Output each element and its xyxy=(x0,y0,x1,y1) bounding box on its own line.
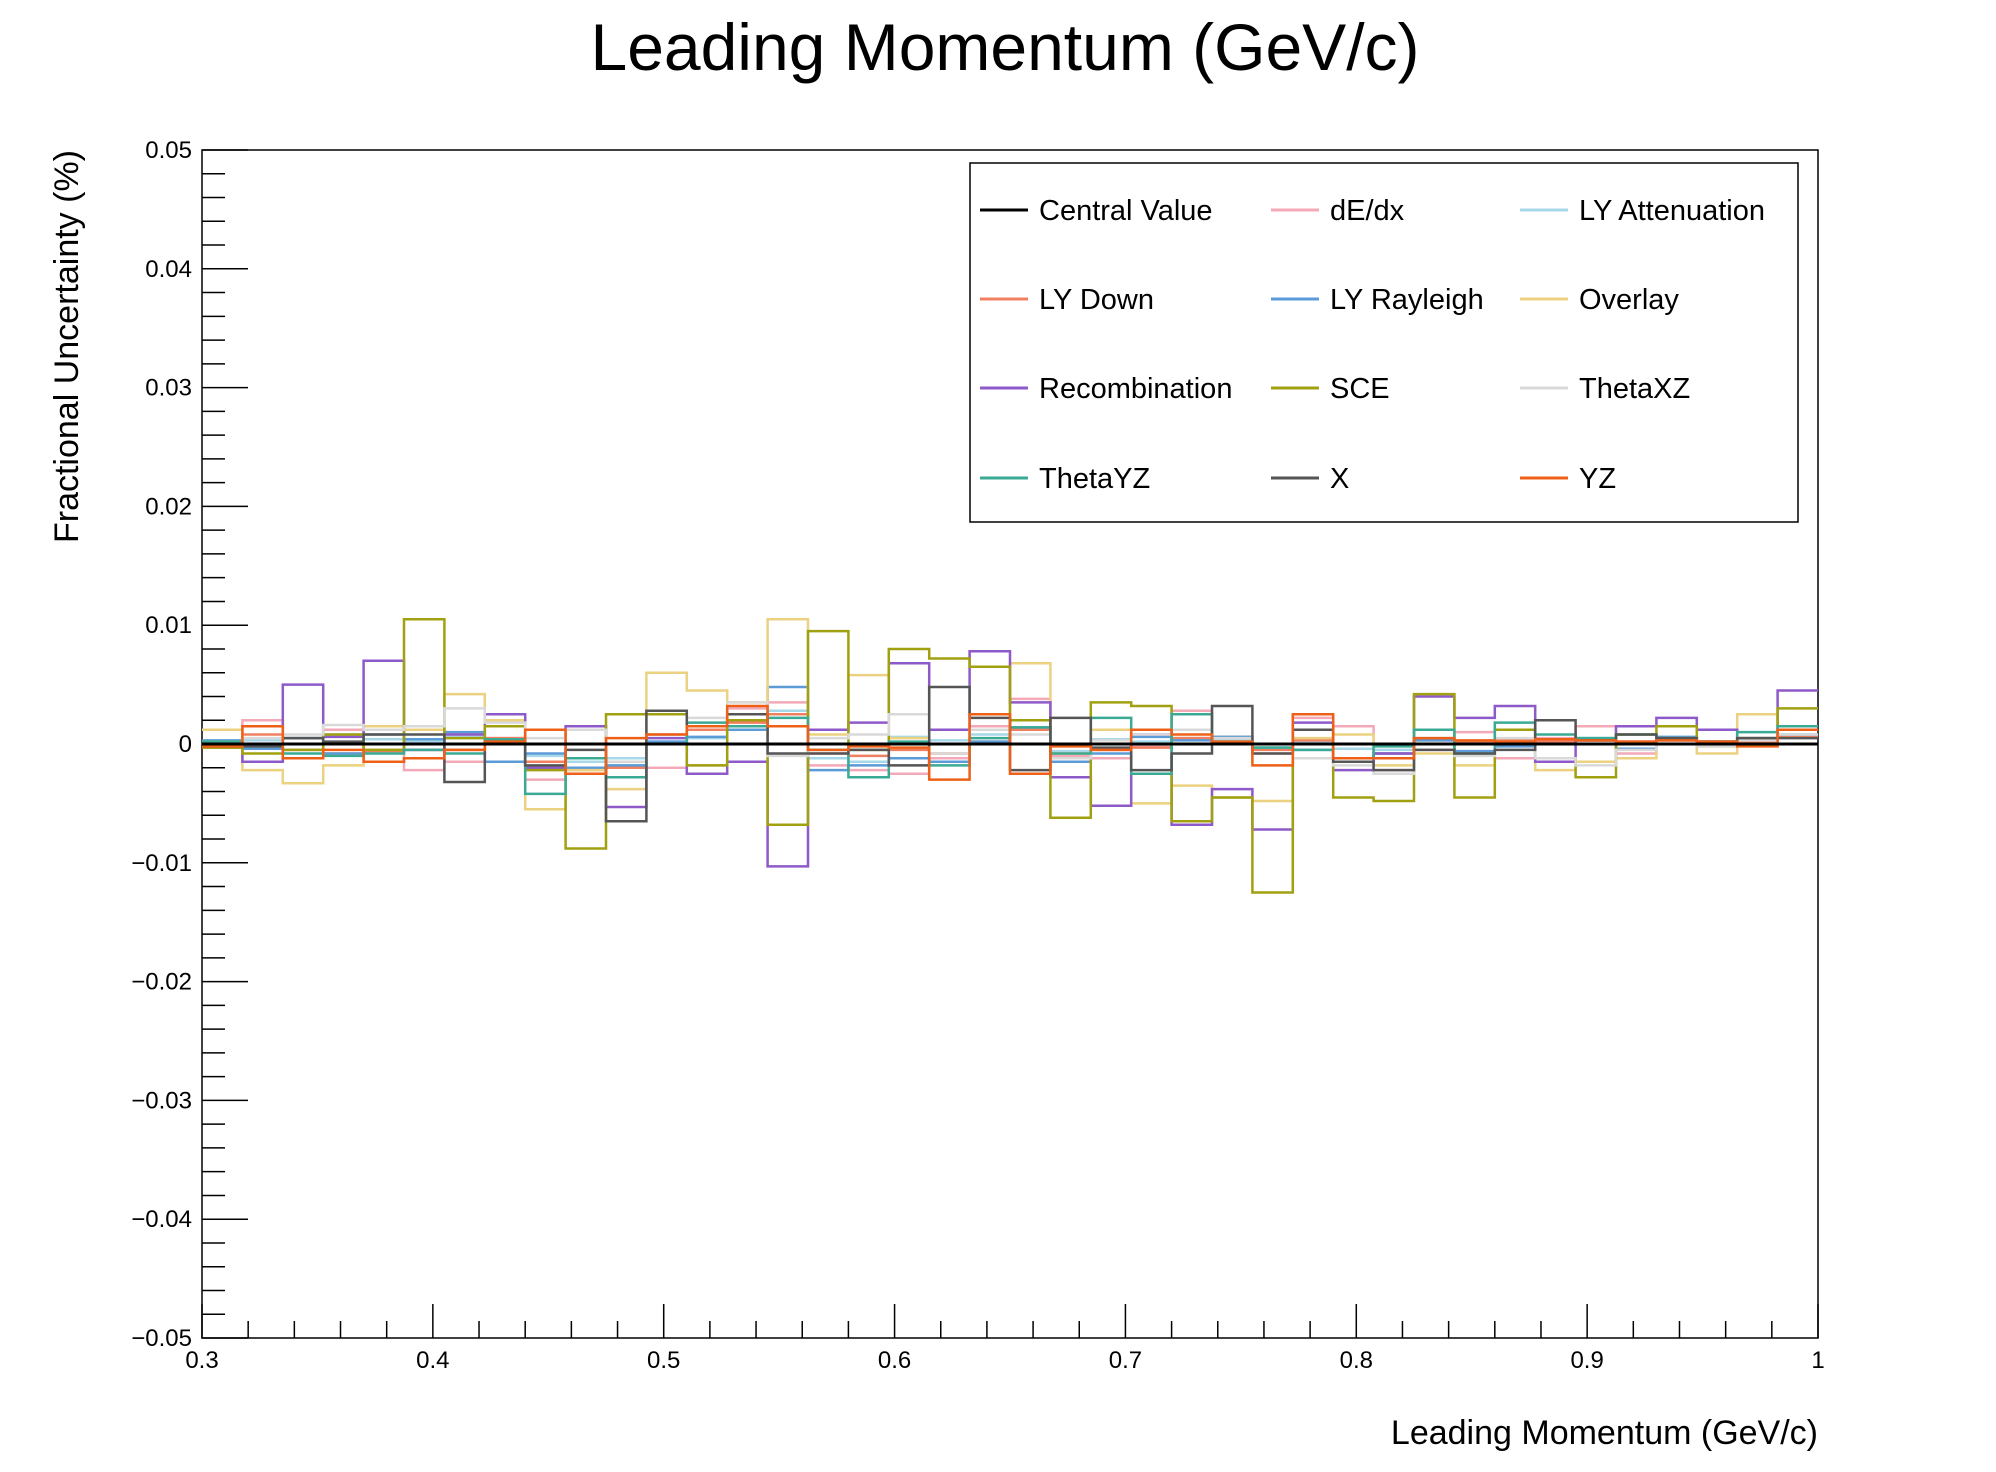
y-tick-label: 0.05 xyxy=(145,137,192,164)
x-axis-label: Leading Momentum (GeV/c) xyxy=(1391,1414,1818,1452)
x-tick-label: 0.5 xyxy=(647,1347,680,1374)
legend-label: YZ xyxy=(1579,463,1616,495)
y-tick-label: −0.04 xyxy=(131,1206,192,1233)
y-tick-label: 0.02 xyxy=(145,493,192,520)
legend-label: Central Value xyxy=(1039,195,1213,227)
series-line-11 xyxy=(202,704,1818,781)
x-tick-label: 0.7 xyxy=(1109,1347,1142,1374)
x-tick-label: 0.6 xyxy=(878,1347,911,1374)
chart-title: Leading Momentum (GeV/c) xyxy=(590,10,1419,84)
legend-label: SCE xyxy=(1330,373,1390,405)
x-tick-label: 1 xyxy=(1811,1347,1824,1374)
legend-box xyxy=(969,162,1799,523)
legend-label: Overlay xyxy=(1579,284,1679,316)
legend-label: X xyxy=(1330,463,1349,495)
y-tick-label: −0.05 xyxy=(131,1325,192,1352)
legend-label: ThetaXZ xyxy=(1579,373,1690,405)
legend-label: dE/dx xyxy=(1330,195,1405,227)
x-tick-label: 0.9 xyxy=(1570,1347,1603,1374)
x-tick-label: 0.3 xyxy=(185,1347,218,1374)
series-layer xyxy=(202,618,1818,894)
y-tick-label: −0.01 xyxy=(131,850,192,877)
legend-label: ThetaYZ xyxy=(1039,463,1150,495)
legend-label: LY Rayleigh xyxy=(1330,284,1484,316)
y-axis-label: Fractional Uncertainty (%) xyxy=(48,150,86,543)
x-tick-label: 0.8 xyxy=(1340,1347,1373,1374)
y-tick-label: 0.01 xyxy=(145,612,192,639)
y-tick-label: 0.04 xyxy=(145,256,192,283)
y-tick-label: −0.02 xyxy=(131,969,192,996)
y-tick-label: −0.03 xyxy=(131,1087,192,1114)
legend-label: LY Down xyxy=(1039,284,1154,316)
y-tick-label: 0 xyxy=(179,731,192,758)
legend: Central Value dE/dx LY Attenuation LY Down L… xyxy=(969,162,1799,523)
legend-label: Recombination xyxy=(1039,373,1232,405)
y-tick-label: 0.03 xyxy=(145,375,192,402)
axes-layer: 0.3 0.4 0.5 0.6 0.7 0.8 0.9 1 −0.05 −0.04 −0.03 −0.… xyxy=(131,137,1824,1374)
x-tick-label: 0.4 xyxy=(416,1347,449,1374)
legend-label: LY Attenuation xyxy=(1579,195,1765,227)
